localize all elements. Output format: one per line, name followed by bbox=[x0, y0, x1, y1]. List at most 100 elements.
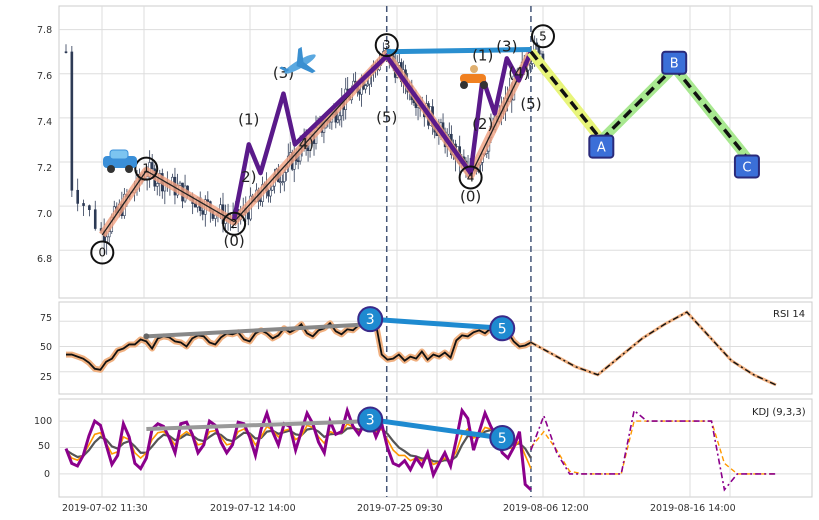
rsi-ytick: 75 bbox=[40, 313, 52, 324]
candle-body bbox=[64, 51, 68, 54]
correction-label: C bbox=[742, 160, 751, 175]
rsi-legend: RSI 14 bbox=[773, 309, 805, 320]
kdj-ytick: 100 bbox=[34, 416, 52, 427]
car-wheel bbox=[125, 165, 133, 173]
price-plot: ABC012345(0)(1)2)(3)4)(5)(0)(1)(2)(3)(4)… bbox=[64, 6, 760, 497]
rsi-panel bbox=[58, 301, 813, 395]
subwave-label: (5) bbox=[520, 95, 541, 113]
candle-body bbox=[336, 119, 340, 123]
candle-body bbox=[246, 212, 250, 220]
scooter-wheel bbox=[460, 81, 468, 89]
correction-label: B bbox=[670, 57, 679, 72]
price-ytick: 6.8 bbox=[37, 254, 52, 265]
candle-body bbox=[178, 182, 182, 186]
rsi-wave-marker bbox=[357, 306, 384, 333]
correction-line bbox=[600, 65, 676, 142]
rsi-ytick: 50 bbox=[40, 342, 52, 353]
correction-line bbox=[529, 50, 603, 142]
rsi-trendline bbox=[146, 322, 371, 339]
x-tick-label: 2019-07-25 09:30 bbox=[357, 503, 443, 514]
wave-number: 1 bbox=[142, 162, 150, 176]
subwave-label: (1) bbox=[472, 47, 493, 65]
candle-body bbox=[93, 209, 97, 229]
kdj-wave-marker bbox=[357, 406, 384, 433]
wave-number: 2 bbox=[230, 217, 238, 231]
subwave-label: (4) bbox=[508, 64, 529, 82]
candle-body bbox=[70, 51, 74, 191]
subwave-line bbox=[231, 50, 534, 220]
kdj-j-forecast bbox=[530, 409, 776, 492]
candle-body bbox=[76, 189, 79, 204]
correction-label-box bbox=[661, 50, 688, 75]
wave-number-circle bbox=[90, 240, 115, 265]
rsi-ytick: 25 bbox=[40, 372, 52, 383]
price-ytick: 7.2 bbox=[37, 163, 52, 174]
kdj-wave-marker bbox=[489, 425, 516, 451]
airplane-wing bbox=[296, 46, 304, 66]
impulse-wave-line bbox=[101, 51, 532, 236]
wave-number: 5 bbox=[539, 29, 547, 43]
scooter-wheel bbox=[480, 81, 488, 89]
kdj-divergence-line bbox=[369, 417, 503, 441]
kdj-plot: 35 bbox=[64, 405, 776, 492]
kdj-ytick: 0 bbox=[44, 469, 50, 480]
kdj-wave-marker-label: 3 bbox=[366, 413, 375, 429]
x-tick-label: 2019-08-16 14:00 bbox=[650, 503, 736, 514]
kdj-ytick: 50 bbox=[38, 441, 50, 452]
kdj-wave-marker-label: 5 bbox=[498, 431, 507, 447]
wave-number: 3 bbox=[383, 38, 391, 52]
kdj-j-line bbox=[64, 405, 532, 491]
rsi-trend-dot bbox=[143, 333, 150, 340]
candle-body bbox=[364, 85, 367, 90]
rsi-divergence-line bbox=[370, 316, 503, 331]
price-ytick: 7.8 bbox=[37, 25, 52, 36]
correction-line bbox=[672, 66, 749, 159]
wave-number-circle bbox=[458, 165, 483, 190]
rsi-plot: 35 bbox=[66, 306, 777, 387]
candle-body bbox=[281, 181, 284, 183]
airplane-tail bbox=[279, 66, 290, 72]
candle-body bbox=[338, 115, 342, 121]
rsi-forecast-line bbox=[530, 311, 777, 386]
scooter-icon bbox=[460, 65, 488, 89]
scooter-body bbox=[460, 74, 486, 83]
candle-body bbox=[529, 63, 532, 66]
rsi-wave-marker-label: 5 bbox=[498, 321, 507, 337]
price-ytick: 7.6 bbox=[37, 71, 52, 82]
subwave-label: (3) bbox=[496, 38, 517, 56]
candle-body bbox=[447, 133, 451, 137]
airplane-wing bbox=[296, 62, 316, 74]
rsi-wave-marker-label: 3 bbox=[366, 312, 375, 328]
wave-number-circle bbox=[531, 24, 555, 49]
correction-label: A bbox=[597, 141, 606, 156]
wave-number-circle bbox=[374, 33, 399, 58]
wave-number: 0 bbox=[98, 245, 106, 259]
wave-number-circle bbox=[134, 156, 159, 181]
car-icon bbox=[103, 149, 137, 173]
candle-body bbox=[269, 189, 272, 197]
candle-body bbox=[201, 210, 205, 215]
candle-body bbox=[82, 203, 85, 206]
car-wheel bbox=[107, 165, 115, 173]
kdj-trendline bbox=[146, 419, 371, 432]
rsi-wave-marker bbox=[489, 315, 516, 342]
x-tick-label: 2019-07-02 11:30 bbox=[62, 503, 148, 514]
subwave-label: 2) bbox=[241, 168, 256, 186]
candle-body bbox=[206, 199, 210, 202]
candle-body bbox=[155, 183, 159, 187]
subwave-label: 4) bbox=[299, 135, 314, 153]
subwave-label: (5) bbox=[376, 108, 397, 126]
airplane-icon bbox=[279, 46, 316, 74]
scooter-rider bbox=[470, 65, 478, 73]
x-tick-label: 2019-07-12 14:00 bbox=[210, 503, 296, 514]
price-ytick: 7.0 bbox=[37, 209, 52, 220]
wave-number: 4 bbox=[467, 170, 475, 184]
x-tick-label: 2019-08-06 12:00 bbox=[503, 503, 589, 514]
car-window bbox=[109, 149, 129, 160]
kdj-legend: KDJ (9,3,3) bbox=[752, 407, 806, 418]
candle-body bbox=[366, 83, 369, 86]
candle-body bbox=[283, 172, 286, 182]
wave-top-connector bbox=[386, 47, 531, 55]
correction-label-box bbox=[733, 154, 760, 179]
